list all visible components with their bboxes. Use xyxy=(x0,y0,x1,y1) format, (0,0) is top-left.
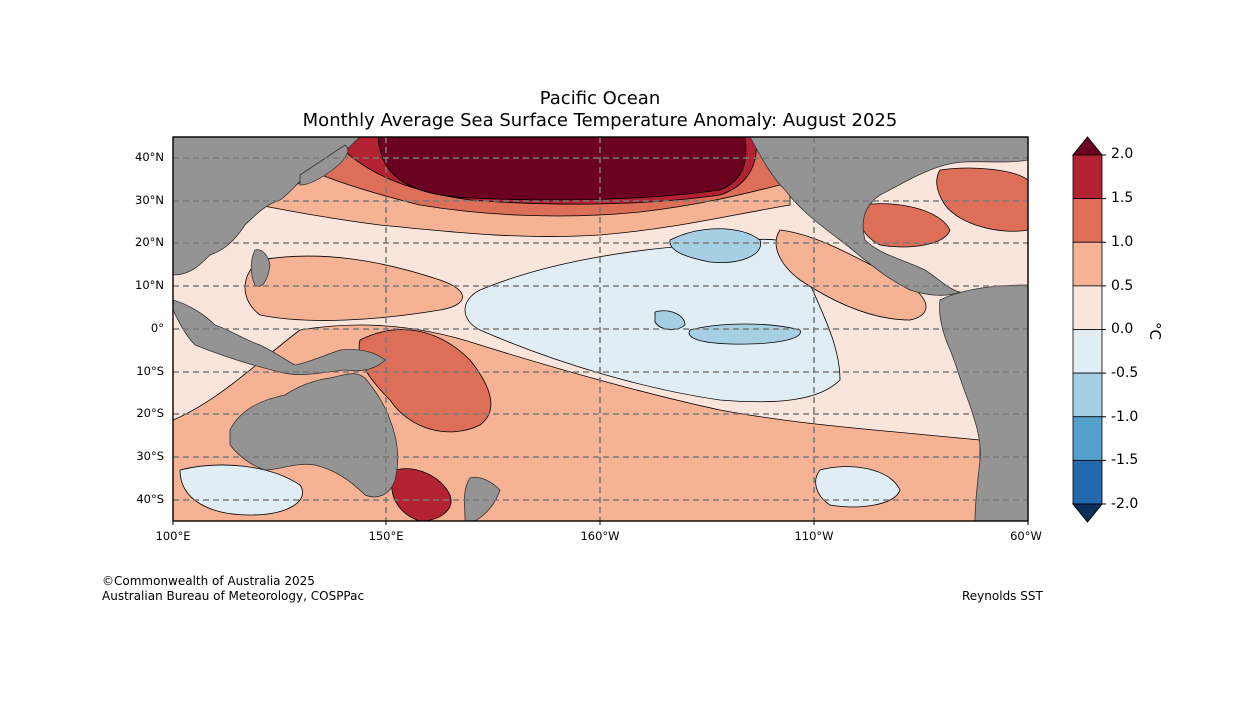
colorbar-label-1.0: 1.0 xyxy=(1111,234,1134,250)
anomaly-equator-cool xyxy=(464,238,841,403)
axis-ticks xyxy=(172,521,1029,525)
colorbar-label-neg0.5: -0.5 xyxy=(1111,365,1139,381)
colorbar-label-neg1.0: -1.0 xyxy=(1111,409,1139,425)
lon-label-110W: 110°W xyxy=(794,529,834,543)
anomaly-south-cool-1 xyxy=(179,464,303,516)
colorbar-label-neg2.0: -2.0 xyxy=(1111,496,1139,512)
colorbar-segment xyxy=(1072,241,1103,287)
lon-label-60W: 60°W xyxy=(1010,529,1042,543)
map-title: Pacific Ocean xyxy=(539,88,661,109)
colorbar-label-1.5: 1.5 xyxy=(1111,190,1134,206)
map-subtitle: Monthly Average Sea Surface Temperature … xyxy=(302,110,898,131)
colorbar-label-0.5: 0.5 xyxy=(1111,278,1134,294)
anomaly-tasman-hot xyxy=(391,468,452,521)
lat-label-30N: 30°N xyxy=(135,193,164,207)
footer-organization: Australian Bureau of Meteorology, COSPPa… xyxy=(102,589,365,603)
anomaly-north-extreme xyxy=(377,137,747,201)
gridlines xyxy=(173,137,1028,521)
colorbar-segment xyxy=(1072,154,1103,200)
footer-data-source: Reynolds SST xyxy=(962,589,1043,603)
colorbar-segment xyxy=(1072,285,1103,330)
lat-label-20S: 20°S xyxy=(136,406,164,420)
anomaly-cool-patch-1 xyxy=(669,228,761,263)
anomaly-cool-patch-2 xyxy=(688,323,801,345)
colorbar-segment xyxy=(1072,198,1103,243)
anomaly-south-cool-2 xyxy=(815,466,901,508)
lat-label-10S: 10°S xyxy=(136,364,164,378)
colorbar-segment xyxy=(1072,459,1103,505)
colorbar-extend-bottom xyxy=(1071,503,1104,523)
land-maritime-se-asia xyxy=(173,299,386,375)
land-australia xyxy=(229,373,399,498)
lat-label-40N: 40°N xyxy=(135,150,164,164)
lat-label-30S: 30°S xyxy=(136,449,164,463)
land-north-america xyxy=(749,137,1028,296)
colorbar-segment xyxy=(1072,416,1103,461)
colorbar-unit: °C xyxy=(1145,322,1164,340)
land-japan xyxy=(299,144,349,186)
colorbar-extend-top xyxy=(1071,136,1104,156)
colorbar-label-2.0: 2.0 xyxy=(1111,146,1134,162)
colorbar xyxy=(1071,136,1106,523)
lon-label-160W: 160°W xyxy=(580,529,620,543)
anomaly-west-warm xyxy=(244,255,463,321)
lon-label-150E: 150°E xyxy=(368,529,404,543)
colorbar-label-0.0: 0.0 xyxy=(1111,321,1134,337)
anomaly-south-hot xyxy=(358,329,492,433)
colorbar-segment xyxy=(1072,372,1103,418)
lon-label-100E: 100°E xyxy=(155,529,191,543)
anomaly-atlantic-hot xyxy=(936,167,1028,232)
anomaly-cool-patch-3 xyxy=(654,310,686,331)
lat-label-20N: 20°N xyxy=(135,235,164,249)
land-new-zealand xyxy=(464,476,501,521)
colorbar-segment xyxy=(1072,329,1103,374)
map-plot-area xyxy=(173,137,1028,521)
land-philippines xyxy=(250,249,271,287)
lat-label-10N: 10°N xyxy=(135,278,164,292)
colorbar-label-neg1.5: -1.5 xyxy=(1111,452,1139,468)
footer-copyright: ©Commonwealth of Australia 2025 xyxy=(102,574,315,588)
lat-label-0: 0° xyxy=(150,321,164,335)
lat-label-40S: 40°S xyxy=(136,492,164,506)
